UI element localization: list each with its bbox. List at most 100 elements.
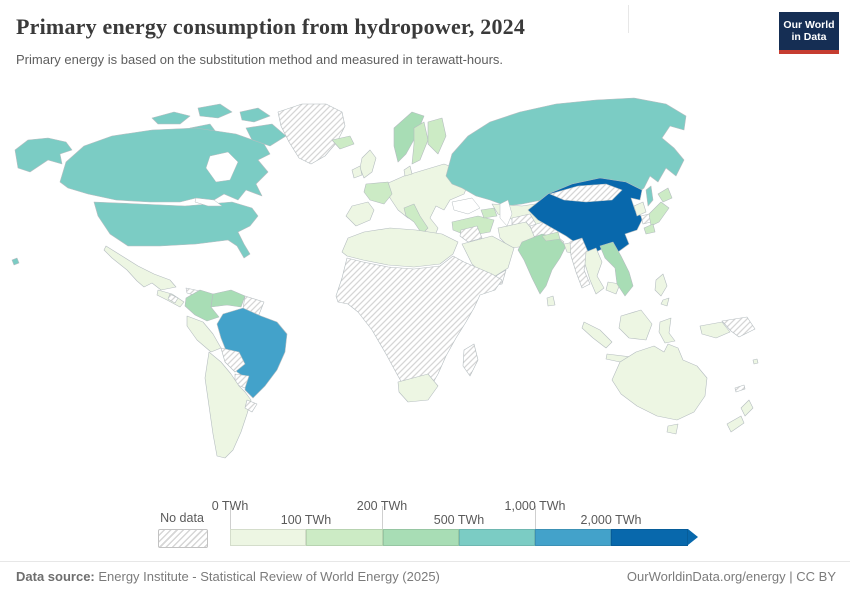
- country-japan: [648, 201, 670, 227]
- country-philippines: [660, 297, 670, 307]
- country-sweden: [411, 121, 429, 165]
- legend-tick-label: 100 TWh: [280, 513, 332, 527]
- country-canada: [245, 123, 287, 147]
- map-legend: No data 0 TWh 100 TWh 200 TWh 500 TWh 1,…: [0, 498, 850, 554]
- footer-data-source: Data source: Energy Institute - Statisti…: [16, 569, 440, 584]
- country-philippines: [654, 273, 668, 297]
- country-cambodia: [605, 281, 621, 295]
- country-indonesia-sumatra: [581, 321, 613, 349]
- country-north-korea: [633, 201, 647, 217]
- country-finland: [427, 117, 447, 155]
- country-nicaragua: [167, 293, 179, 304]
- country-venezuela: [210, 289, 246, 308]
- legend-tick-label: 0 TWh: [211, 499, 249, 513]
- territory-new-caledonia: [734, 384, 746, 393]
- country-canada: [151, 111, 191, 125]
- country-madagascar: [462, 343, 479, 377]
- legend-tick: [230, 506, 231, 529]
- country-usa: [93, 201, 259, 259]
- country-india: [517, 233, 567, 295]
- country-usa-alaska: [14, 137, 73, 173]
- country-usa-hawaii: [11, 257, 20, 266]
- legend-arrow: [688, 529, 698, 545]
- country-norway: [393, 111, 425, 163]
- legend-tick: [382, 506, 383, 529]
- legend-tick-label: 2,000 TWh: [580, 513, 642, 527]
- country-japan: [643, 223, 656, 235]
- country-bolivia: [220, 347, 246, 373]
- country-fiji: [752, 358, 759, 365]
- black-sea: [451, 197, 481, 215]
- region-arabian-peninsula: [461, 235, 515, 281]
- hudson-bay: [205, 151, 239, 183]
- legend-band-2[interactable]: [306, 529, 383, 546]
- country-peru: [186, 315, 222, 353]
- legend-no-data-label: No data: [160, 511, 204, 525]
- country-japan: [657, 187, 673, 203]
- country-australia-tasmania: [666, 423, 679, 435]
- country-russia-sakhalin: [645, 185, 654, 207]
- great-lakes: [194, 197, 223, 207]
- country-mexico: [103, 245, 177, 291]
- legend-band-6[interactable]: [611, 529, 688, 546]
- country-uk: [359, 149, 377, 179]
- country-denmark: [403, 165, 413, 177]
- country-ireland: [351, 165, 363, 179]
- legend-band-1[interactable]: [230, 529, 307, 546]
- world-map[interactable]: [0, 88, 850, 503]
- owid-logo-line1: Our World: [783, 19, 835, 31]
- legend-tick-label: 200 TWh: [356, 499, 408, 513]
- country-indonesia-sulawesi: [658, 317, 676, 344]
- footer-divider: [0, 561, 850, 562]
- footer-separator: |: [785, 569, 797, 584]
- country-canada: [197, 103, 233, 119]
- country-sri-lanka: [546, 295, 556, 307]
- country-south-africa: [397, 373, 439, 403]
- legend-band-3[interactable]: [382, 529, 459, 546]
- legend-band-5[interactable]: [535, 529, 612, 546]
- legend-tick-label: 500 TWh: [433, 513, 485, 527]
- license-link[interactable]: CC BY: [796, 569, 836, 584]
- country-france: [363, 181, 393, 205]
- region-north-africa: [341, 227, 459, 268]
- legend-tick: [535, 506, 536, 529]
- country-indonesia-borneo: [618, 309, 653, 341]
- country-canada: [59, 127, 271, 203]
- legend-band-4[interactable]: [458, 529, 536, 546]
- country-italy: [403, 203, 429, 235]
- country-thailand: [584, 247, 605, 295]
- country-greenland: [277, 103, 346, 165]
- country-syria: [459, 225, 483, 243]
- country-new-zealand: [740, 399, 754, 417]
- page-title: Primary energy consumption from hydropow…: [16, 14, 526, 39]
- region-europe: [385, 163, 471, 239]
- country-myanmar: [569, 237, 591, 289]
- country-uruguay: [244, 399, 258, 413]
- country-papua-new-guinea: [721, 316, 756, 338]
- owid-logo[interactable]: Our World in Data: [779, 12, 839, 54]
- data-source-text[interactable]: Energy Institute - Statistical Review of…: [94, 569, 440, 584]
- region-subsaharan-africa: [335, 255, 503, 395]
- header-divider: [628, 5, 629, 33]
- region-vietnam-laos: [599, 241, 634, 297]
- country-iceland: [331, 135, 355, 150]
- caspian-sea: [499, 199, 513, 227]
- country-australia: [611, 343, 708, 421]
- country-nepal: [541, 231, 561, 242]
- region-iberia: [345, 201, 375, 227]
- legend-tick-label: 1,000 TWh: [504, 499, 566, 513]
- owid-logo-line2: in Data: [791, 31, 827, 43]
- country-new-zealand: [726, 415, 745, 433]
- legend-no-data-swatch[interactable]: [158, 529, 208, 548]
- region-chile-argentina: [204, 351, 252, 459]
- footer-attribution: OurWorldinData.org/energy | CC BY: [627, 569, 836, 584]
- region-caucasus: [480, 207, 498, 219]
- owid-link[interactable]: OurWorldinData.org/energy: [626, 569, 786, 584]
- country-colombia: [184, 289, 220, 322]
- country-brazil: [216, 307, 288, 399]
- country-mongolia: [549, 183, 623, 203]
- country-indonesia-papua: [699, 321, 731, 339]
- country-canada: [239, 107, 271, 123]
- chart-subtitle: Primary energy is based on the substitut…: [16, 52, 504, 67]
